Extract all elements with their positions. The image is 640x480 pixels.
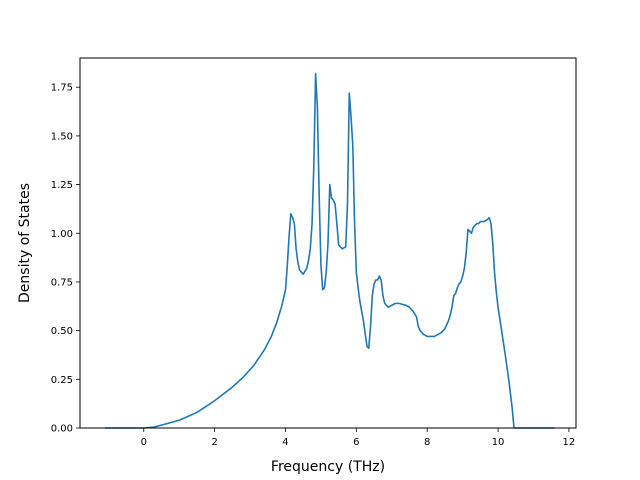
x-tick-label: 8: [424, 437, 430, 448]
y-tick-label: 0.25: [51, 375, 73, 386]
dos-series-line-0: [104, 72, 555, 429]
x-tick-label: 12: [563, 437, 576, 448]
x-axis-title: Frequency (THz): [271, 459, 385, 475]
x-tick-label: 4: [282, 437, 288, 448]
y-tick-label: 1.50: [51, 131, 73, 142]
x-tick-label: 6: [353, 437, 359, 448]
y-tick-label: 1.75: [51, 83, 73, 94]
y-tick-label: 0.50: [51, 326, 73, 337]
plot-area-frame: [79, 57, 577, 429]
y-tick-label: 0.00: [51, 424, 73, 435]
y-axis-ticks: 0.00 0.25 0.50 0.75 1.00 1.25 1.50 1.75: [51, 83, 80, 435]
y-tick-label: 1.00: [51, 229, 73, 240]
y-axis-title: Density of States: [17, 183, 33, 303]
y-tick-label: 1.25: [51, 180, 73, 191]
x-tick-label: 10: [492, 437, 505, 448]
y-tick-label: 0.75: [51, 277, 73, 288]
plot-line-layer: [104, 72, 555, 429]
x-tick-label: 2: [211, 437, 217, 448]
x-axis-ticks: 0 2 4 6 8 10 12: [141, 428, 576, 448]
x-tick-label: 0: [141, 437, 147, 448]
